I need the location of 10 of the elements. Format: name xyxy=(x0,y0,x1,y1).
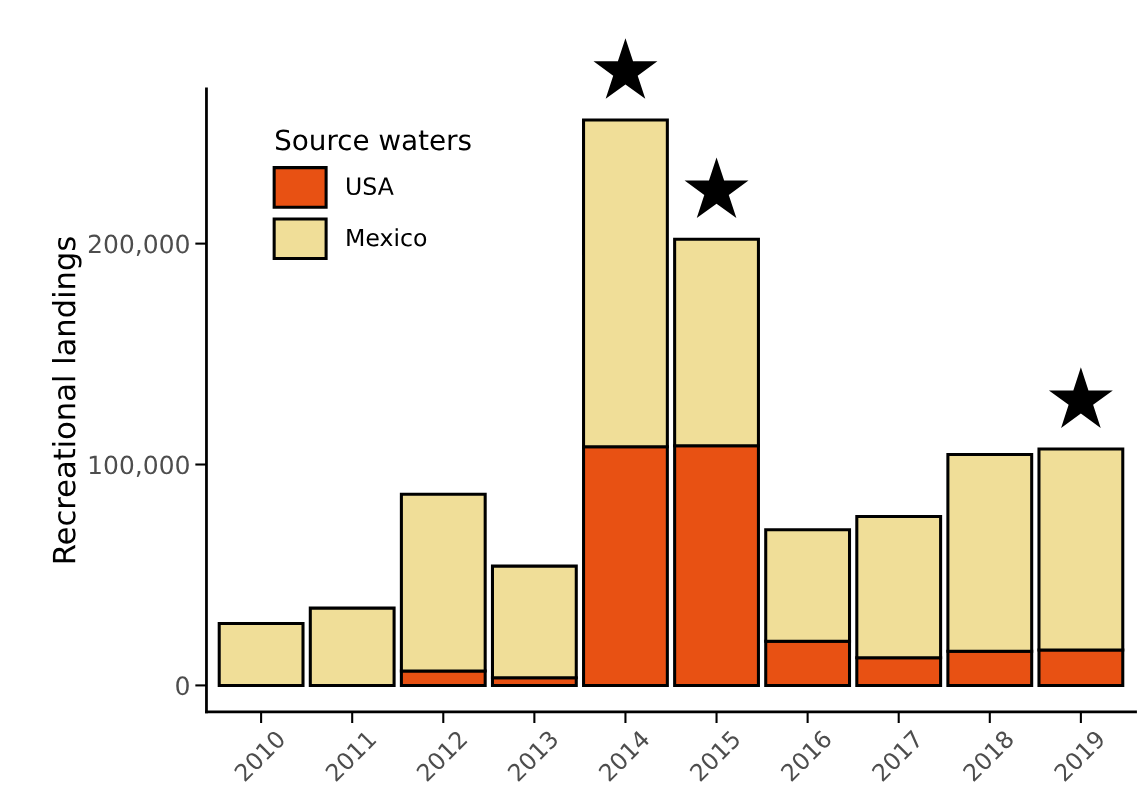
y-tick-label: 0 xyxy=(176,676,189,696)
legend-title: Source waters xyxy=(276,129,471,151)
y-tick-label: 200,000 xyxy=(88,234,189,257)
annotation: ★ xyxy=(684,157,749,219)
legend-label: Mexico xyxy=(347,228,427,247)
annotation: ★ xyxy=(1048,367,1113,428)
y-tick-label: 100,000 xyxy=(89,455,189,477)
y-axis-title: Recreational landings xyxy=(51,237,82,563)
legend-label: USA xyxy=(347,177,394,196)
annotation: ★ xyxy=(593,38,658,99)
